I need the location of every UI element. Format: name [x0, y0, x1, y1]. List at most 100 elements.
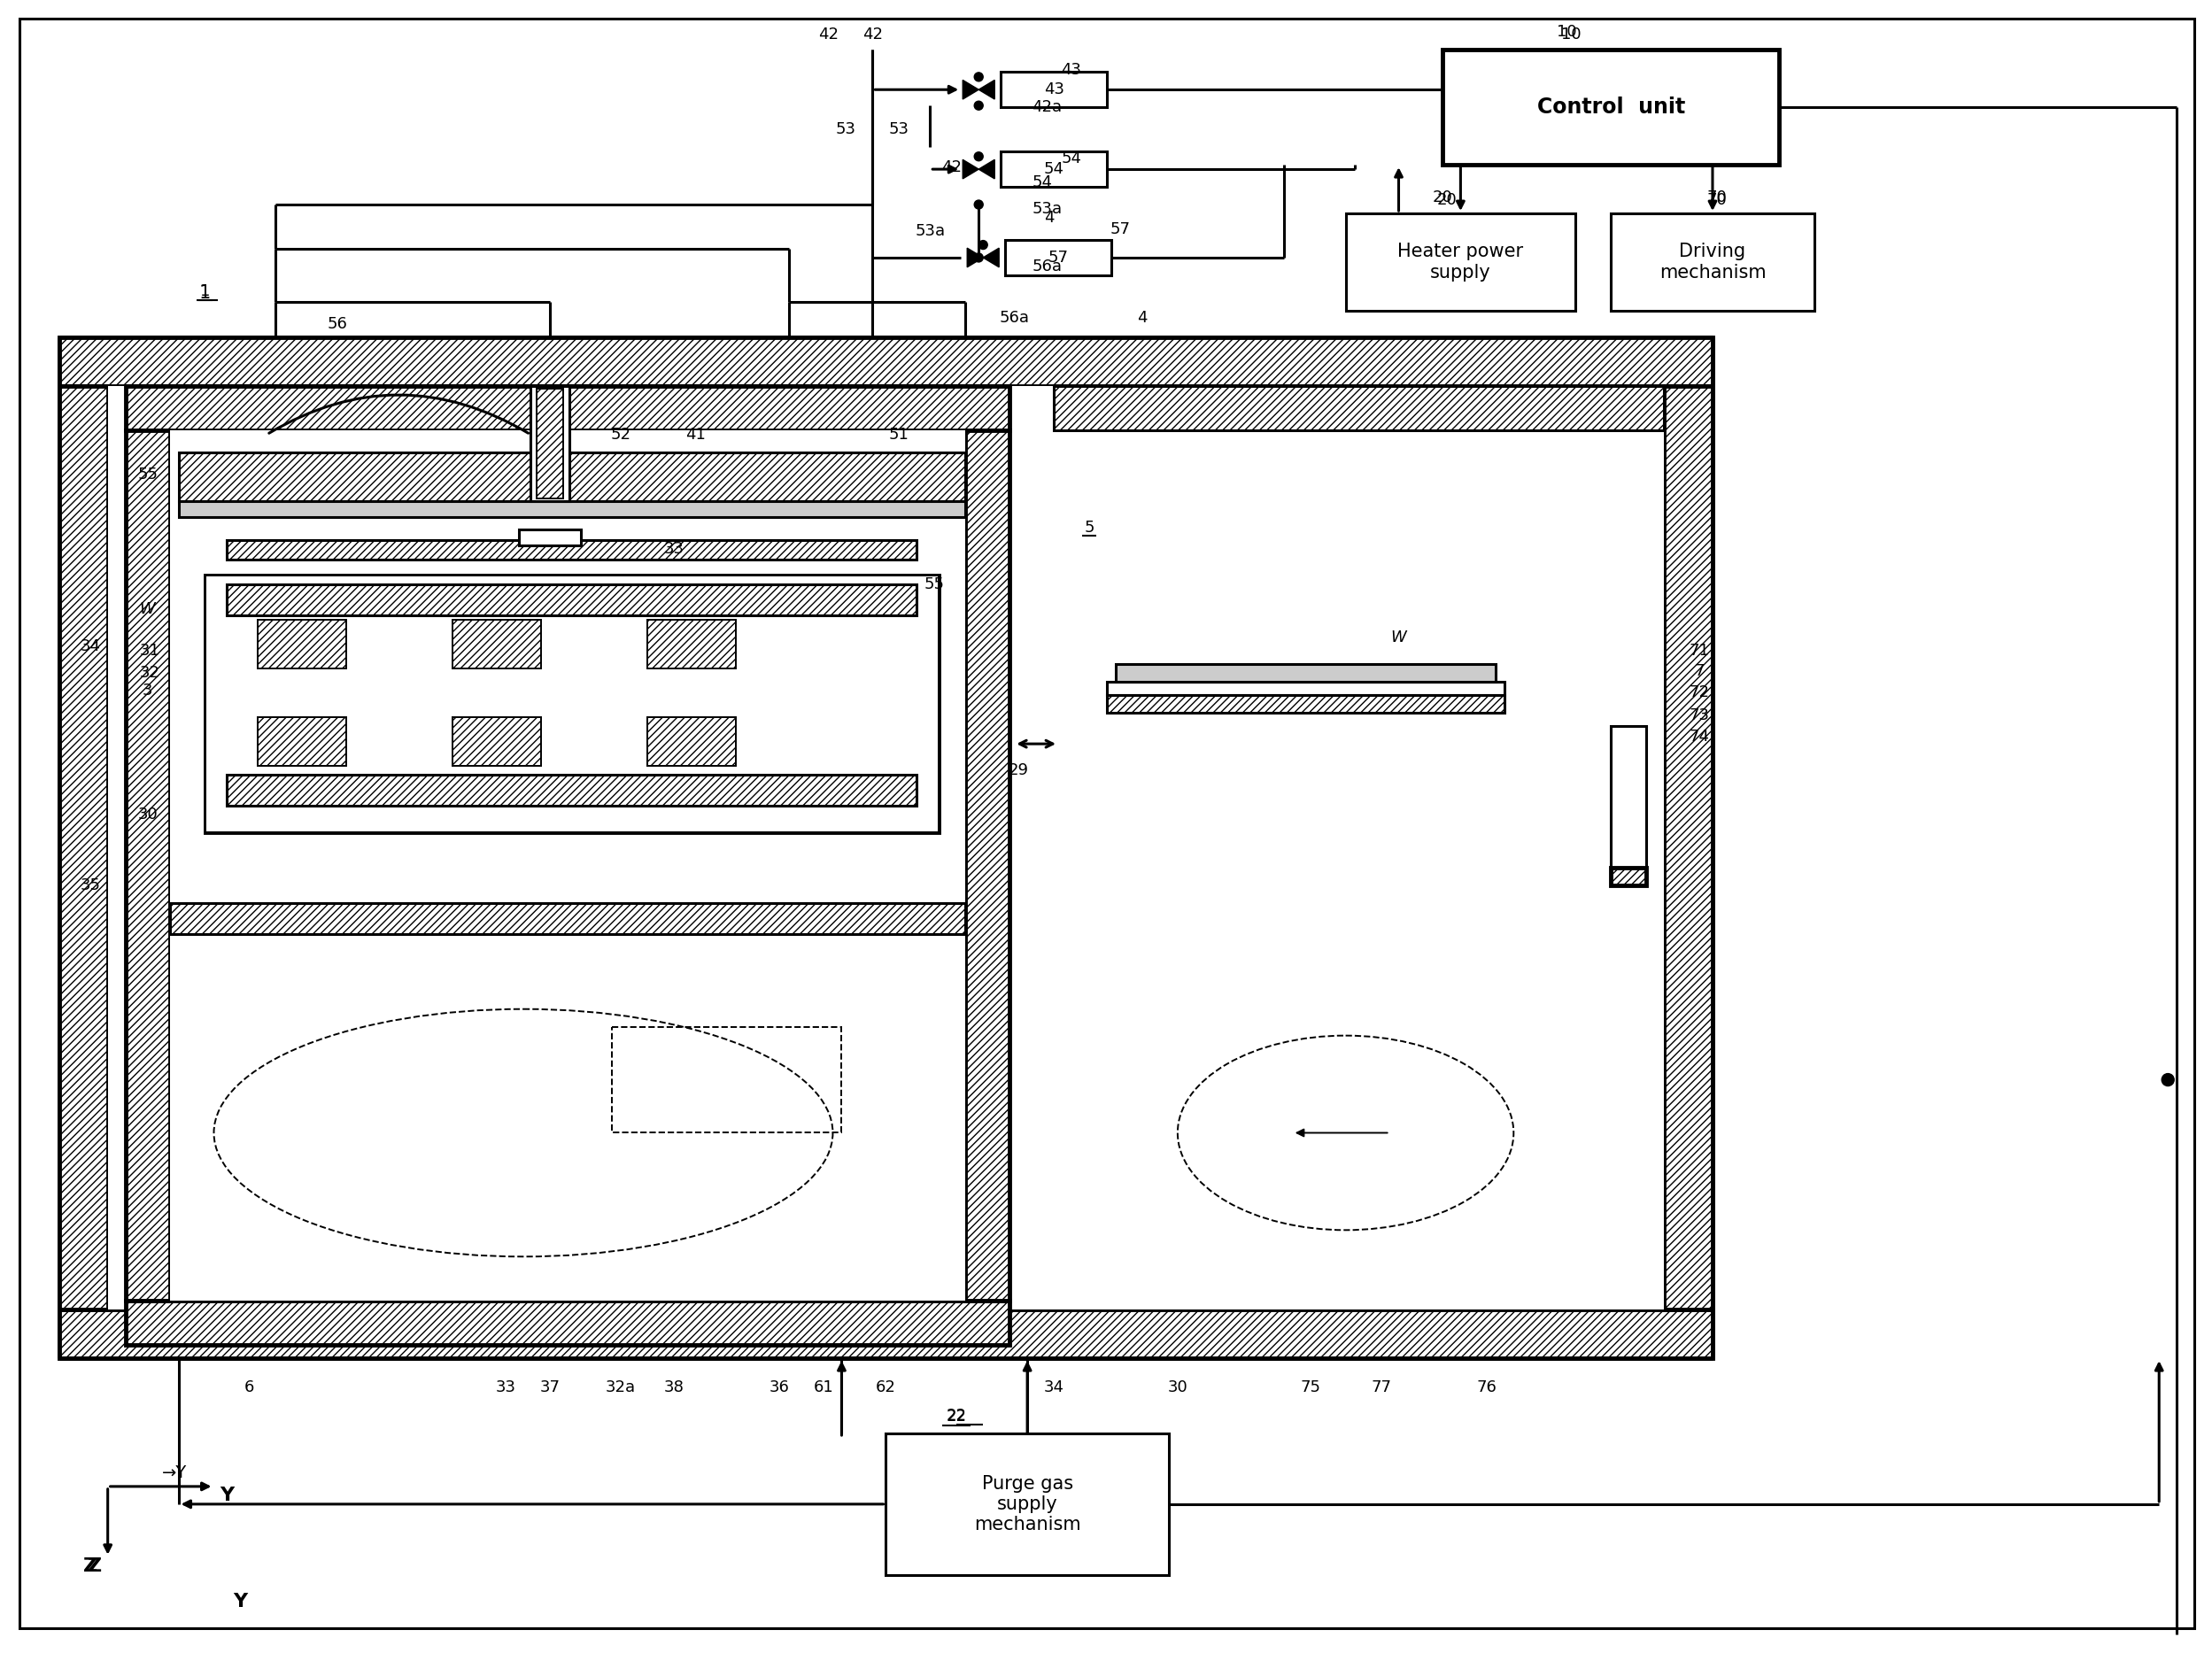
Bar — [170, 903, 964, 934]
Bar — [179, 453, 964, 501]
Text: 36: 36 — [770, 1380, 790, 1395]
Text: 20: 20 — [1433, 190, 1453, 205]
Text: 70: 70 — [1708, 192, 1728, 208]
Text: 42a: 42a — [1031, 99, 1062, 116]
Text: 3: 3 — [142, 683, 153, 699]
Bar — [170, 430, 964, 1301]
Text: 37: 37 — [540, 1380, 560, 1395]
Text: 51: 51 — [889, 426, 909, 443]
Text: 33: 33 — [664, 542, 684, 557]
Bar — [885, 1433, 1168, 1575]
Text: 41: 41 — [686, 426, 706, 443]
Bar — [1106, 696, 1504, 712]
Text: W: W — [1391, 630, 1407, 646]
Bar — [1442, 50, 1778, 165]
Text: Y: Y — [232, 1592, 248, 1610]
Bar — [613, 1027, 841, 1132]
Bar — [1610, 213, 1814, 311]
Text: 54: 54 — [1044, 162, 1064, 177]
Text: 53a: 53a — [916, 223, 945, 240]
Text: Heater power
supply: Heater power supply — [1398, 243, 1524, 281]
Text: 70: 70 — [1708, 190, 1728, 205]
Text: 43: 43 — [1062, 63, 1082, 78]
Text: 31: 31 — [139, 643, 159, 660]
Text: 33: 33 — [495, 1380, 515, 1395]
Text: 30: 30 — [137, 807, 157, 823]
Bar — [1115, 665, 1495, 683]
Text: 42: 42 — [818, 26, 838, 43]
Bar — [108, 385, 1663, 1309]
Text: 7: 7 — [1694, 663, 1705, 679]
Bar — [60, 337, 1712, 385]
Polygon shape — [967, 248, 982, 268]
Text: 38: 38 — [664, 1380, 684, 1395]
Bar — [453, 717, 542, 765]
Text: 10: 10 — [1562, 26, 1582, 43]
Circle shape — [973, 200, 982, 208]
Bar — [648, 717, 737, 765]
Text: 4: 4 — [1044, 210, 1055, 226]
Text: 73: 73 — [1690, 707, 1710, 724]
Text: 42a: 42a — [942, 159, 971, 175]
Circle shape — [973, 152, 982, 160]
Text: 22: 22 — [947, 1408, 967, 1423]
Text: 54: 54 — [1062, 150, 1082, 167]
Bar — [228, 541, 916, 560]
Bar — [206, 575, 938, 831]
Bar — [531, 385, 568, 501]
Text: 56a: 56a — [1031, 258, 1062, 274]
Bar — [648, 620, 737, 669]
Circle shape — [973, 73, 982, 81]
Text: 57: 57 — [1110, 222, 1130, 238]
Text: 1: 1 — [199, 284, 210, 302]
Text: 77: 77 — [1371, 1380, 1391, 1395]
Text: Driving
mechanism: Driving mechanism — [1659, 243, 1765, 281]
Circle shape — [973, 253, 982, 263]
Bar — [1000, 73, 1106, 107]
Text: 53: 53 — [836, 121, 856, 137]
Polygon shape — [982, 248, 1000, 268]
Text: 30: 30 — [1168, 1380, 1188, 1395]
Bar — [1053, 385, 1663, 430]
Bar — [1663, 385, 1712, 1309]
Text: 75: 75 — [1301, 1380, 1321, 1395]
Text: 71: 71 — [1690, 643, 1710, 660]
Bar — [1000, 152, 1106, 187]
Text: 56a: 56a — [1000, 309, 1029, 326]
Text: 56: 56 — [327, 316, 347, 332]
Text: 74: 74 — [1690, 729, 1710, 746]
Bar — [259, 620, 347, 669]
Text: W: W — [139, 602, 155, 618]
Text: 53: 53 — [889, 121, 909, 137]
Text: Purge gas
supply
mechanism: Purge gas supply mechanism — [973, 1474, 1082, 1534]
Text: 52: 52 — [611, 426, 630, 443]
Text: Y: Y — [219, 1486, 234, 1504]
Bar — [1106, 683, 1504, 696]
Bar — [228, 775, 916, 805]
Text: 1: 1 — [199, 283, 210, 299]
Polygon shape — [978, 160, 995, 179]
Text: Control  unit: Control unit — [1537, 96, 1686, 117]
Bar — [964, 430, 1009, 1301]
Bar — [126, 430, 170, 1301]
Text: 34: 34 — [80, 638, 100, 655]
Text: 55: 55 — [137, 466, 157, 483]
Bar — [179, 501, 964, 517]
Bar — [259, 717, 347, 765]
Text: 72: 72 — [1690, 684, 1710, 701]
Bar — [520, 531, 582, 545]
Text: →Y: →Y — [161, 1465, 186, 1481]
Text: 57: 57 — [1048, 250, 1068, 266]
Text: 54: 54 — [1031, 175, 1053, 190]
Text: 61: 61 — [814, 1380, 834, 1395]
Bar — [538, 388, 564, 498]
Text: 22: 22 — [947, 1408, 967, 1425]
Bar — [1004, 240, 1110, 276]
Text: 5: 5 — [1084, 519, 1095, 536]
Text: 76: 76 — [1478, 1380, 1498, 1395]
Bar — [453, 620, 542, 669]
Circle shape — [2161, 1073, 2174, 1086]
Text: Z: Z — [82, 1557, 97, 1575]
Bar — [60, 385, 108, 1309]
Bar — [1345, 213, 1575, 311]
